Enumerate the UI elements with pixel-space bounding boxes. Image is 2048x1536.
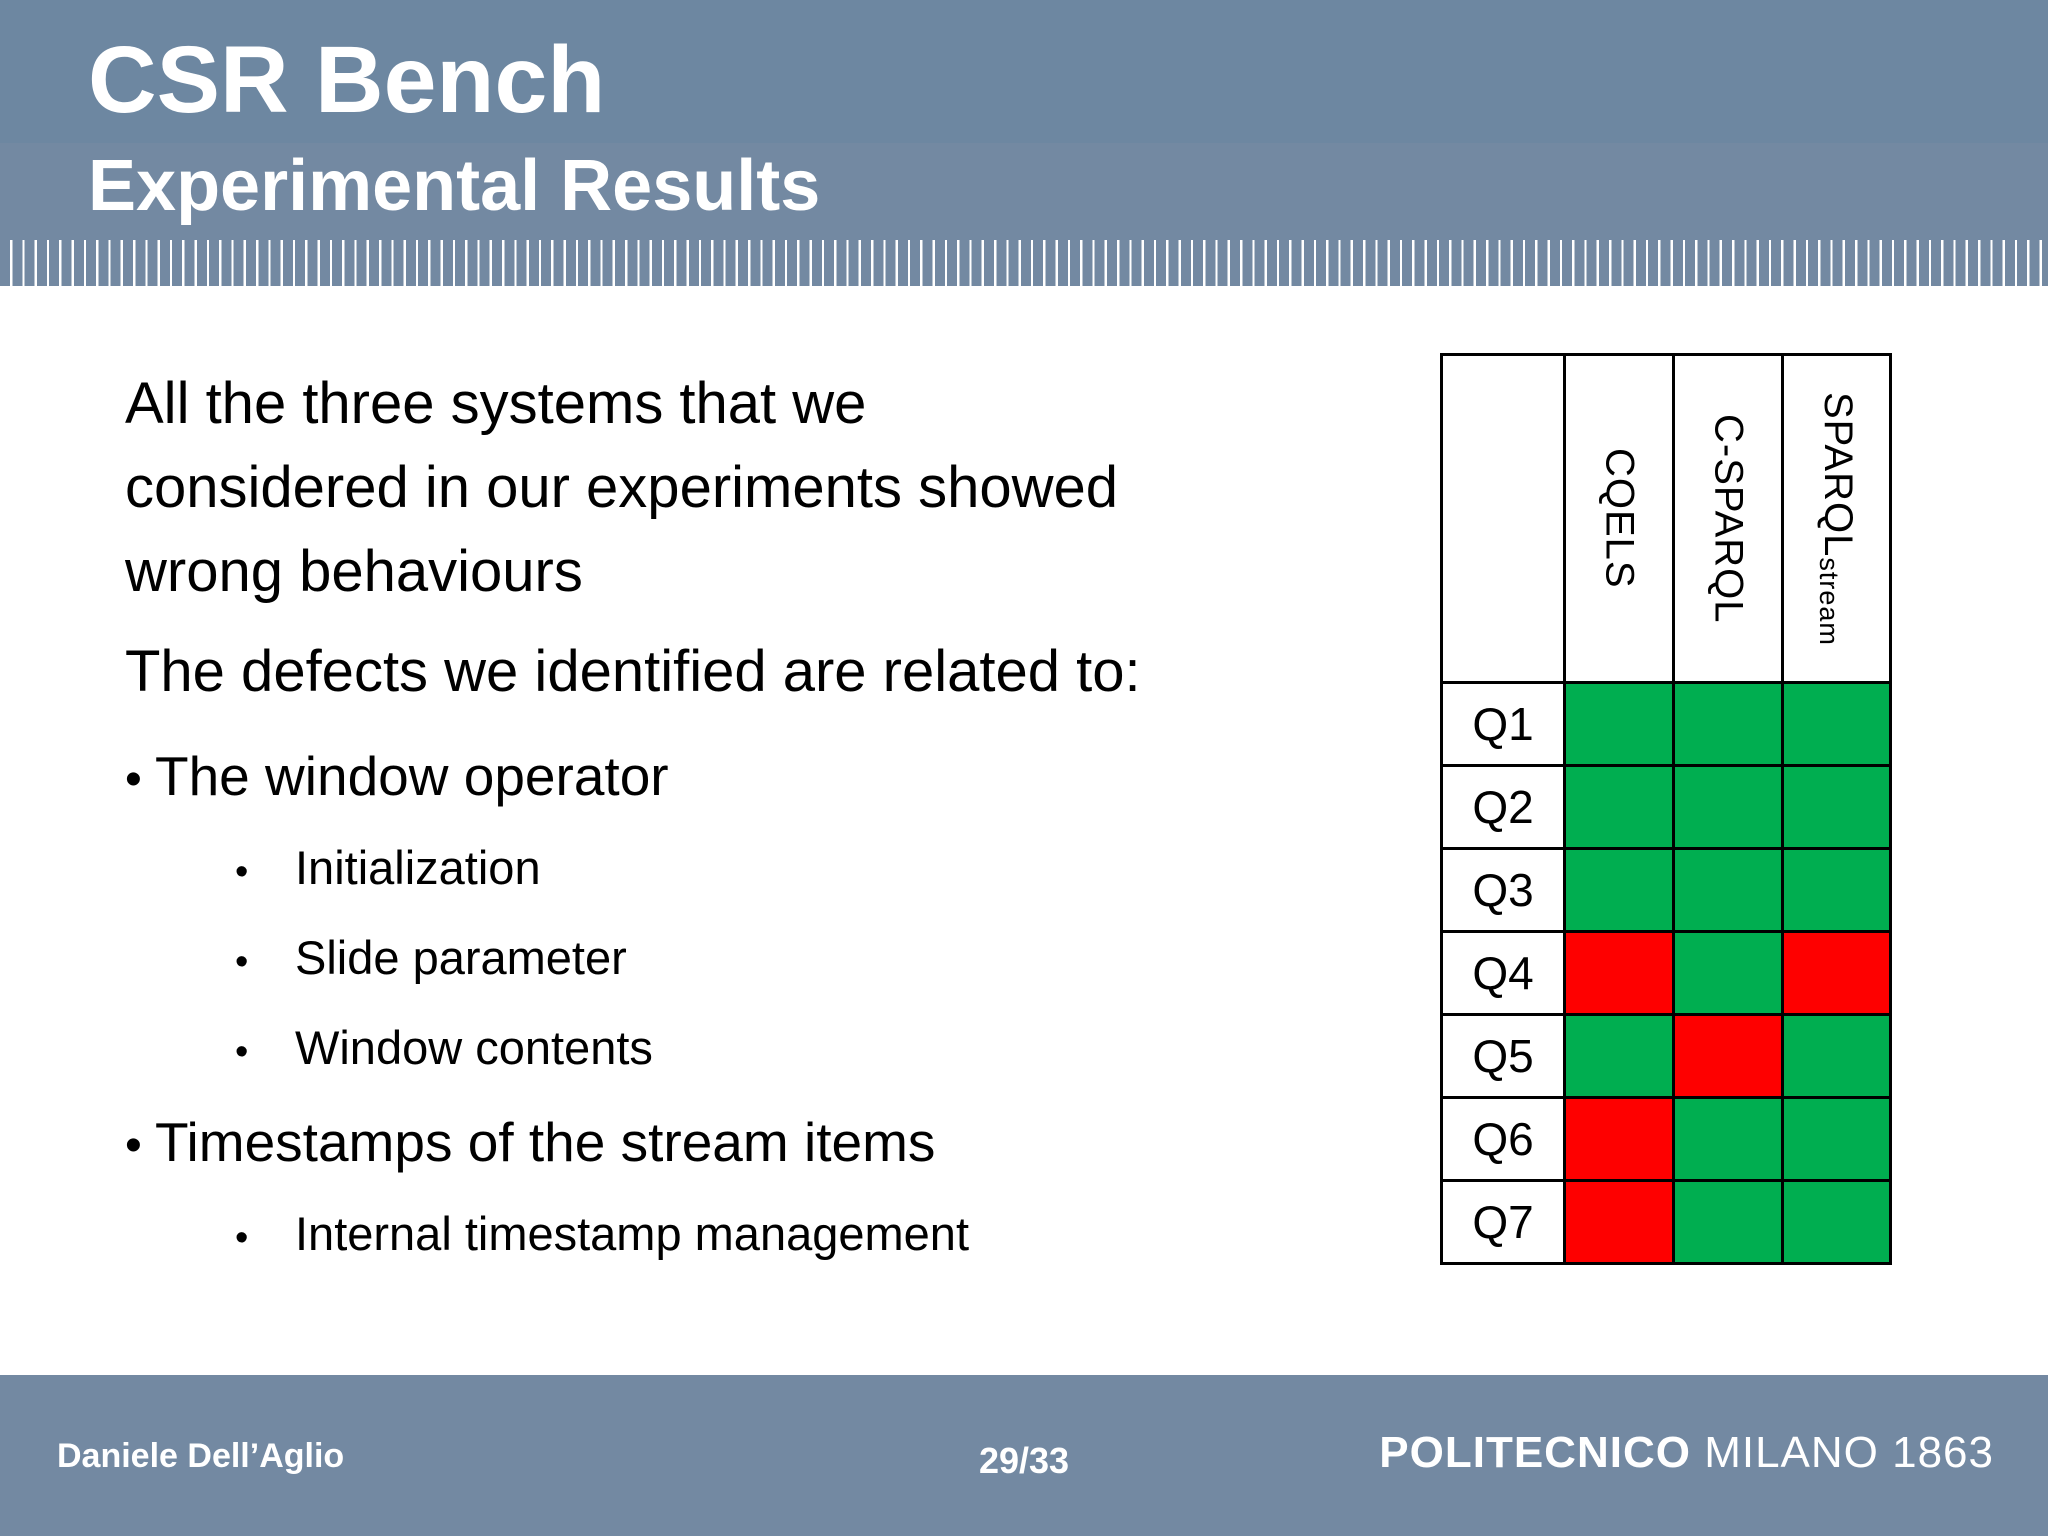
row-header: Q3	[1443, 850, 1563, 930]
column-header: CQELS	[1566, 356, 1672, 681]
column-header-label: C-SPARQL	[1706, 413, 1751, 624]
result-cell	[1566, 767, 1672, 847]
row-header: Q1	[1443, 684, 1563, 764]
sub-bullet-dot: •	[235, 851, 249, 893]
paragraph-line: All the three systems that we	[125, 371, 867, 436]
sub-bullet-label: Internal timestamp management	[295, 1207, 969, 1260]
result-cell	[1675, 1016, 1781, 1096]
sub-bullet-label: Initialization	[295, 841, 541, 894]
column-header-label: CQELS	[1597, 448, 1642, 589]
row-header: Q5	[1443, 1016, 1563, 1096]
result-cell	[1675, 933, 1781, 1013]
bullet-label: Timestamps of the stream items	[155, 1111, 936, 1173]
result-cell	[1784, 1099, 1889, 1179]
column-header-label: SPARQLstream	[1814, 391, 1860, 646]
sub-bullet-dot: •	[235, 1031, 249, 1073]
bullet-dot: •	[125, 1119, 142, 1172]
bullet-item: • Timestamps of the stream items	[125, 1112, 1435, 1176]
header-band-top	[0, 0, 2048, 143]
paragraph-1: All the three systems that we considered …	[125, 362, 1435, 614]
bullet-item: • The window operator	[125, 746, 1435, 810]
paragraph-2: The defects we identified are related to…	[125, 639, 1141, 704]
footer-page-number: 29/33	[978, 1440, 1070, 1481]
logo-text-bold: POLITECNICO	[1379, 1428, 1691, 1477]
result-cell	[1784, 767, 1889, 847]
sub-bullet-item: • Internal timestamp management	[235, 1206, 1435, 1266]
row-header: Q6	[1443, 1099, 1563, 1179]
result-cell	[1675, 850, 1781, 930]
logo-text-light: MILANO 1863	[1690, 1428, 1994, 1477]
column-header-subscript: stream	[1814, 556, 1844, 646]
sub-bullet-item: • Initialization	[235, 840, 1435, 900]
result-cell	[1566, 1016, 1672, 1096]
bullet-label: The window operator	[155, 745, 669, 807]
result-cell	[1784, 850, 1889, 930]
result-cell	[1566, 1099, 1672, 1179]
sub-bullet-label: Window contents	[295, 1021, 653, 1074]
body-text-block: All the three systems that we considered …	[125, 362, 1435, 1266]
result-cell	[1675, 767, 1781, 847]
slide-subtitle: Experimental Results	[88, 146, 821, 226]
result-cell	[1784, 1016, 1889, 1096]
tick-strip	[0, 240, 2048, 286]
politecnico-milano-logo: POLITECNICO MILANO 1863	[1379, 1428, 1994, 1478]
result-cell	[1784, 1182, 1889, 1262]
paragraph-line: considered in our experiments showed	[125, 455, 1118, 520]
table-corner-cell	[1443, 356, 1563, 681]
column-header: C-SPARQL	[1675, 356, 1781, 681]
bullet-dot: •	[125, 753, 142, 806]
row-header: Q4	[1443, 933, 1563, 1013]
result-cell	[1566, 1182, 1672, 1262]
sub-bullet-label: Slide parameter	[295, 931, 627, 984]
result-cell	[1784, 933, 1889, 1013]
sub-bullet-dot: •	[235, 1217, 249, 1259]
footer-bar	[0, 1375, 2048, 1536]
result-cell	[1675, 684, 1781, 764]
paragraph-line: wrong behaviours	[125, 539, 583, 604]
result-cell	[1566, 933, 1672, 1013]
slide-title: CSR Bench	[88, 27, 606, 133]
result-cell	[1566, 684, 1672, 764]
footer-author: Daniele Dell’Aglio	[57, 1437, 345, 1475]
sub-bullet-item: • Slide parameter	[235, 930, 1435, 990]
result-cell	[1675, 1182, 1781, 1262]
sub-bullet-dot: •	[235, 941, 249, 983]
sub-bullet-item: • Window contents	[235, 1020, 1435, 1080]
bullet-list: • The window operator • Initialization • Slid…	[125, 746, 1435, 1266]
header-band-sub	[0, 143, 2048, 240]
row-header: Q2	[1443, 767, 1563, 847]
column-header: SPARQLstream	[1784, 356, 1889, 681]
result-cell	[1566, 850, 1672, 930]
row-header: Q7	[1443, 1182, 1563, 1262]
result-cell	[1784, 684, 1889, 764]
results-table: CQELS C-SPARQL SPARQLstream Q1 Q2 Q3 Q4 Q5 Q6 Q7	[1440, 353, 1892, 1265]
result-cell	[1675, 1099, 1781, 1179]
